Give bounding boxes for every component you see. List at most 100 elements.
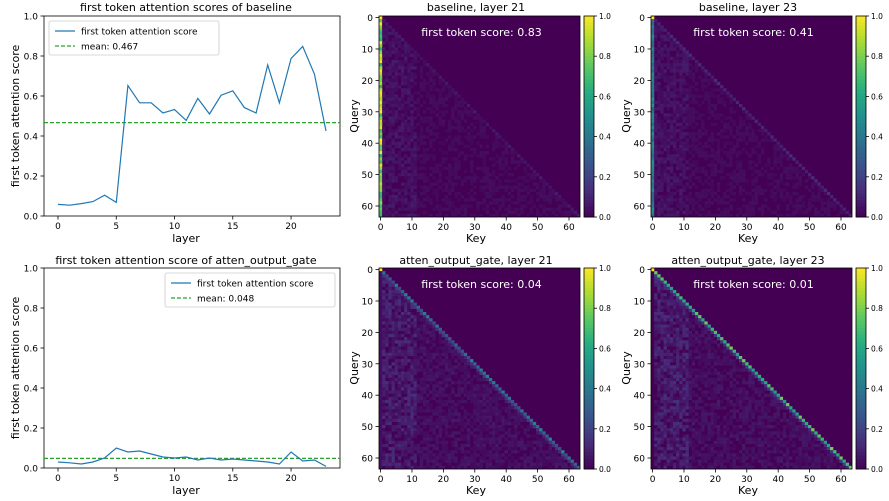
heatmap-cell (685, 144, 689, 149)
heatmap-cell (466, 103, 471, 108)
heatmap-cell (679, 179, 683, 183)
heatmap-cell (426, 384, 430, 388)
heatmap-cell (657, 34, 661, 39)
heatmap-cell (760, 151, 765, 155)
heatmap-cell (379, 195, 383, 199)
heatmap-cell (779, 154, 784, 158)
heatmap-cell (438, 340, 442, 344)
heatmap-cell (773, 185, 777, 189)
heatmap-cell (751, 210, 755, 215)
heatmap-cell (826, 198, 831, 202)
heatmap-cell (479, 377, 483, 382)
heatmap-cell (685, 362, 689, 366)
heatmap-cell (391, 176, 395, 180)
heatmap-cell (498, 390, 502, 394)
colorbar-segment (584, 42, 594, 47)
heatmap-cell (666, 315, 670, 319)
heatmap-cell (691, 324, 696, 328)
heatmap-cell (470, 431, 474, 435)
heatmap-cell (701, 94, 705, 98)
heatmap-cell (385, 393, 389, 397)
heatmap-cell (760, 204, 765, 208)
heatmap-cell (676, 321, 680, 325)
heatmap-cell (660, 28, 664, 32)
heatmap-cell (760, 188, 765, 193)
heatmap-cell (385, 431, 389, 435)
heatmap-cell (413, 213, 417, 218)
heatmap-cell (498, 157, 502, 161)
heatmap-cell (382, 456, 386, 460)
heatmap-cell (463, 362, 468, 366)
heatmap-cell (760, 213, 765, 218)
heatmap-cell (651, 110, 655, 114)
heatmap-cell (388, 25, 392, 29)
colorbar-frame (583, 267, 595, 470)
heatmap-cell (422, 311, 427, 316)
heatmap-cell (654, 129, 658, 133)
heatmap-cell (776, 141, 780, 145)
heatmap-cell (391, 327, 395, 331)
heatmap-cell (654, 151, 658, 155)
heatmap-cell (394, 129, 398, 133)
heatmap-cell (444, 333, 449, 338)
heatmap-cell (416, 406, 420, 410)
heatmap-cell (710, 340, 714, 344)
heatmap-cell (397, 66, 402, 70)
heatmap-cell (394, 453, 398, 457)
heatmap-cell (385, 337, 389, 341)
heatmap-cell (694, 69, 699, 73)
heatmap-cell (382, 157, 386, 161)
heatmap-cell (485, 396, 490, 401)
heatmap-cell (529, 450, 534, 454)
heatmap-cell (726, 349, 730, 353)
heatmap-cell (407, 179, 411, 183)
heatmap-cell (410, 138, 414, 142)
heatmap-cell (666, 157, 670, 161)
heatmap-cell (441, 333, 446, 338)
heatmap-cell (404, 132, 408, 136)
heatmap-cell (379, 337, 383, 341)
heatmap-cell (391, 113, 395, 117)
heatmap-cell (397, 406, 402, 410)
heatmap-cell (666, 207, 670, 211)
heatmap-cell (382, 22, 386, 26)
heatmap-cell (676, 333, 680, 338)
heatmap-cell (735, 100, 740, 105)
heatmap-cell (820, 188, 824, 193)
heatmap-cell (672, 368, 677, 372)
heatmap-cell (698, 368, 702, 372)
heatmap-cell (479, 437, 483, 441)
heatmap-cell (691, 107, 696, 111)
heatmap-cell (444, 381, 449, 385)
heatmap-cell (382, 188, 386, 193)
heatmap-cell (694, 330, 699, 335)
heatmap-cell (413, 387, 417, 391)
heatmap-cell (729, 154, 733, 158)
heatmap-cell (694, 66, 699, 70)
heatmap-cell (726, 213, 730, 218)
heatmap-cell (651, 28, 655, 32)
heatmap-cell (397, 125, 402, 130)
heatmap-cell (397, 144, 402, 149)
heatmap-cell (666, 129, 670, 133)
heatmap-cell (404, 343, 408, 347)
heatmap-cell (795, 207, 799, 211)
heatmap-cell (382, 431, 386, 435)
heatmap-cell (435, 352, 439, 357)
heatmap-cell (404, 377, 408, 382)
heatmap-cell (419, 384, 424, 388)
heatmap-cell (776, 188, 780, 193)
heatmap-cell (385, 409, 389, 413)
heatmap-cell (685, 59, 689, 64)
heatmap-cell (542, 437, 546, 441)
heatmap-cell (776, 179, 780, 183)
heatmap-cell (426, 135, 430, 139)
heatmap-cell (397, 362, 402, 366)
heatmap-cell (413, 425, 417, 429)
heatmap-cell (529, 453, 534, 457)
heatmap-cell (776, 147, 780, 152)
heatmap-cell (379, 440, 383, 445)
heatmap-cell (688, 69, 692, 73)
heatmap-cell (470, 399, 474, 404)
heatmap-cell (482, 403, 486, 407)
